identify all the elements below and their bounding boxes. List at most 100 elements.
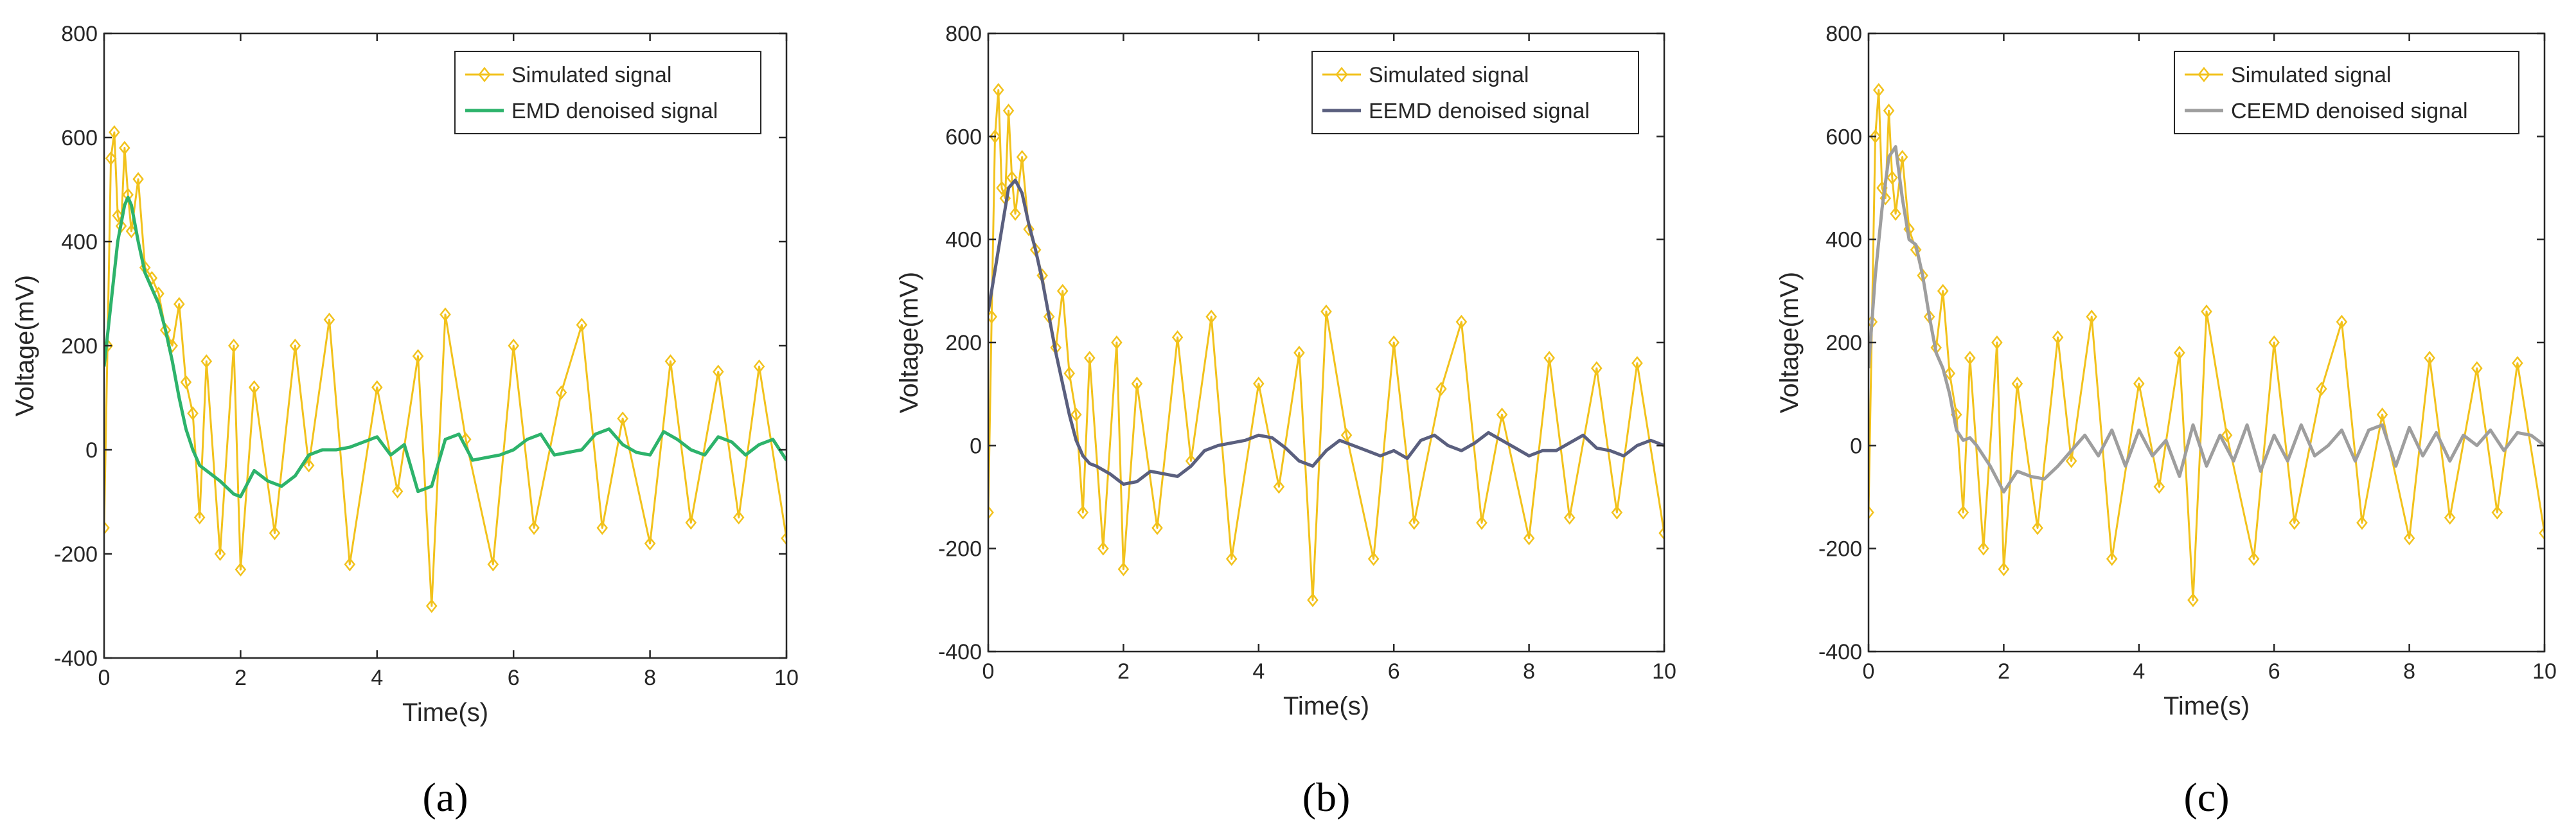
chart-panel-a: 0 2 4 6 8 10 -400 -200 0 200 400 600 800 Time(s) Volta…	[11, 22, 799, 820]
x-tick-label: 8	[2403, 659, 2415, 684]
x-tick-label: 10	[2532, 659, 2557, 684]
data-point-marker	[781, 531, 786, 546]
data-point-marker	[1658, 526, 1664, 540]
y-tick-label: 0	[970, 434, 982, 458]
data-point-marker	[2221, 428, 2233, 443]
data-point-marker	[2187, 592, 2199, 607]
plot-area	[1869, 83, 2545, 607]
x-tick-label: 6	[508, 666, 520, 690]
data-point-marker	[1944, 366, 1956, 381]
data-point-marker	[2106, 551, 2118, 566]
data-point-marker	[2336, 314, 2348, 329]
data-point-marker	[1171, 330, 1184, 344]
y-axis-label: Voltage(mV)	[895, 272, 923, 413]
data-point-marker	[1388, 335, 1400, 350]
data-point-marker	[2133, 377, 2145, 391]
legend-box	[2174, 51, 2519, 134]
y-tick-label: 800	[61, 22, 98, 46]
y-tick-label: 0	[1850, 434, 1862, 458]
x-axis-label: Time(s)	[2163, 692, 2250, 720]
data-point-marker	[1023, 222, 1035, 236]
data-point-marker	[1869, 129, 1881, 144]
legend-entry-label: EEMD denoised signal	[1369, 99, 1590, 123]
x-tick-label: 4	[1252, 659, 1265, 684]
x-tick-label: 10	[1652, 659, 1676, 684]
data-point-marker	[1111, 335, 1123, 350]
data-point-marker	[1896, 150, 1908, 165]
series-line-eemd-denoised-signal	[988, 179, 1664, 486]
x-tick-label: 6	[1388, 659, 1400, 684]
x-tick-label: 4	[2133, 659, 2145, 684]
series-line-simulated-signal	[104, 131, 786, 607]
data-point-marker	[289, 338, 301, 353]
data-point-marker	[2153, 479, 2165, 494]
y-axis-label: Voltage(mV)	[11, 275, 39, 416]
x-tick-label: 10	[774, 666, 799, 690]
data-point-marker	[1455, 314, 1468, 329]
data-point-marker	[1252, 377, 1265, 391]
data-point-marker	[1131, 377, 1143, 391]
data-point-marker	[2539, 526, 2545, 540]
panel-label: (c)	[2183, 774, 2229, 820]
series-line-ceemd-denoised-signal	[1869, 145, 2545, 494]
data-point-marker	[1063, 366, 1076, 381]
data-point-marker	[1523, 531, 1535, 546]
data-point-marker	[992, 83, 1004, 98]
legend-box	[454, 51, 761, 134]
data-point-marker	[2065, 454, 2077, 468]
data-point-marker	[109, 125, 120, 139]
data-point-marker	[2491, 505, 2503, 520]
x-tick-label: 2	[235, 666, 247, 690]
data-point-marker	[1890, 206, 1901, 221]
data-point-marker	[1910, 242, 1922, 257]
data-point-marker	[1367, 551, 1380, 566]
x-tick-label: 8	[1523, 659, 1535, 684]
legend-box	[1311, 51, 1639, 134]
data-point-marker	[1978, 541, 1989, 556]
data-point-marker	[712, 364, 724, 379]
data-point-marker	[2032, 520, 2043, 535]
panel-label: (b)	[1302, 774, 1351, 820]
legend-entry-label: CEEMD denoised signal	[2231, 99, 2468, 123]
legend-entry-label: Simulated signal	[511, 63, 671, 87]
data-point-marker	[1543, 351, 1555, 366]
data-point-marker	[2424, 351, 2435, 366]
data-point-marker	[664, 354, 677, 369]
data-point-marker	[576, 317, 588, 332]
data-point-marker	[753, 359, 765, 374]
data-point-marker	[1151, 520, 1163, 535]
data-point-marker	[1002, 103, 1015, 118]
data-point-marker	[1435, 382, 1447, 396]
data-point-marker	[617, 411, 628, 426]
legend-entry-label: EMD denoised signal	[511, 99, 718, 123]
y-tick-label: 600	[1825, 125, 1862, 149]
data-point-marker	[2471, 361, 2483, 376]
data-point-marker	[1083, 351, 1096, 366]
data-point-marker	[200, 354, 213, 369]
data-point-marker	[146, 271, 158, 285]
data-point-marker	[2316, 382, 2327, 396]
x-axis-label: Time(s)	[1283, 692, 1369, 720]
y-tick-label: 800	[945, 22, 982, 46]
data-point-marker	[1307, 592, 1319, 607]
data-point-marker	[440, 307, 451, 322]
data-point-marker	[1077, 505, 1089, 520]
data-point-marker	[344, 557, 356, 572]
data-point-marker	[1872, 83, 1885, 98]
x-tick-label: 4	[371, 666, 383, 690]
data-point-marker	[1273, 479, 1285, 494]
data-point-marker	[1340, 428, 1353, 443]
data-point-marker	[733, 510, 745, 525]
plot-area	[104, 125, 786, 614]
data-point-marker	[1225, 551, 1238, 566]
series-line-emd-denoised-signal	[104, 195, 786, 499]
y-tick-label: -400	[1818, 640, 1862, 664]
data-point-marker	[1563, 510, 1576, 525]
y-tick-label: 200	[1825, 331, 1862, 355]
legend-marker	[1335, 66, 1348, 83]
data-point-marker	[1883, 103, 1895, 118]
data-point-marker	[425, 598, 438, 614]
panel-label: (a)	[422, 774, 468, 820]
data-point-marker	[104, 520, 110, 535]
